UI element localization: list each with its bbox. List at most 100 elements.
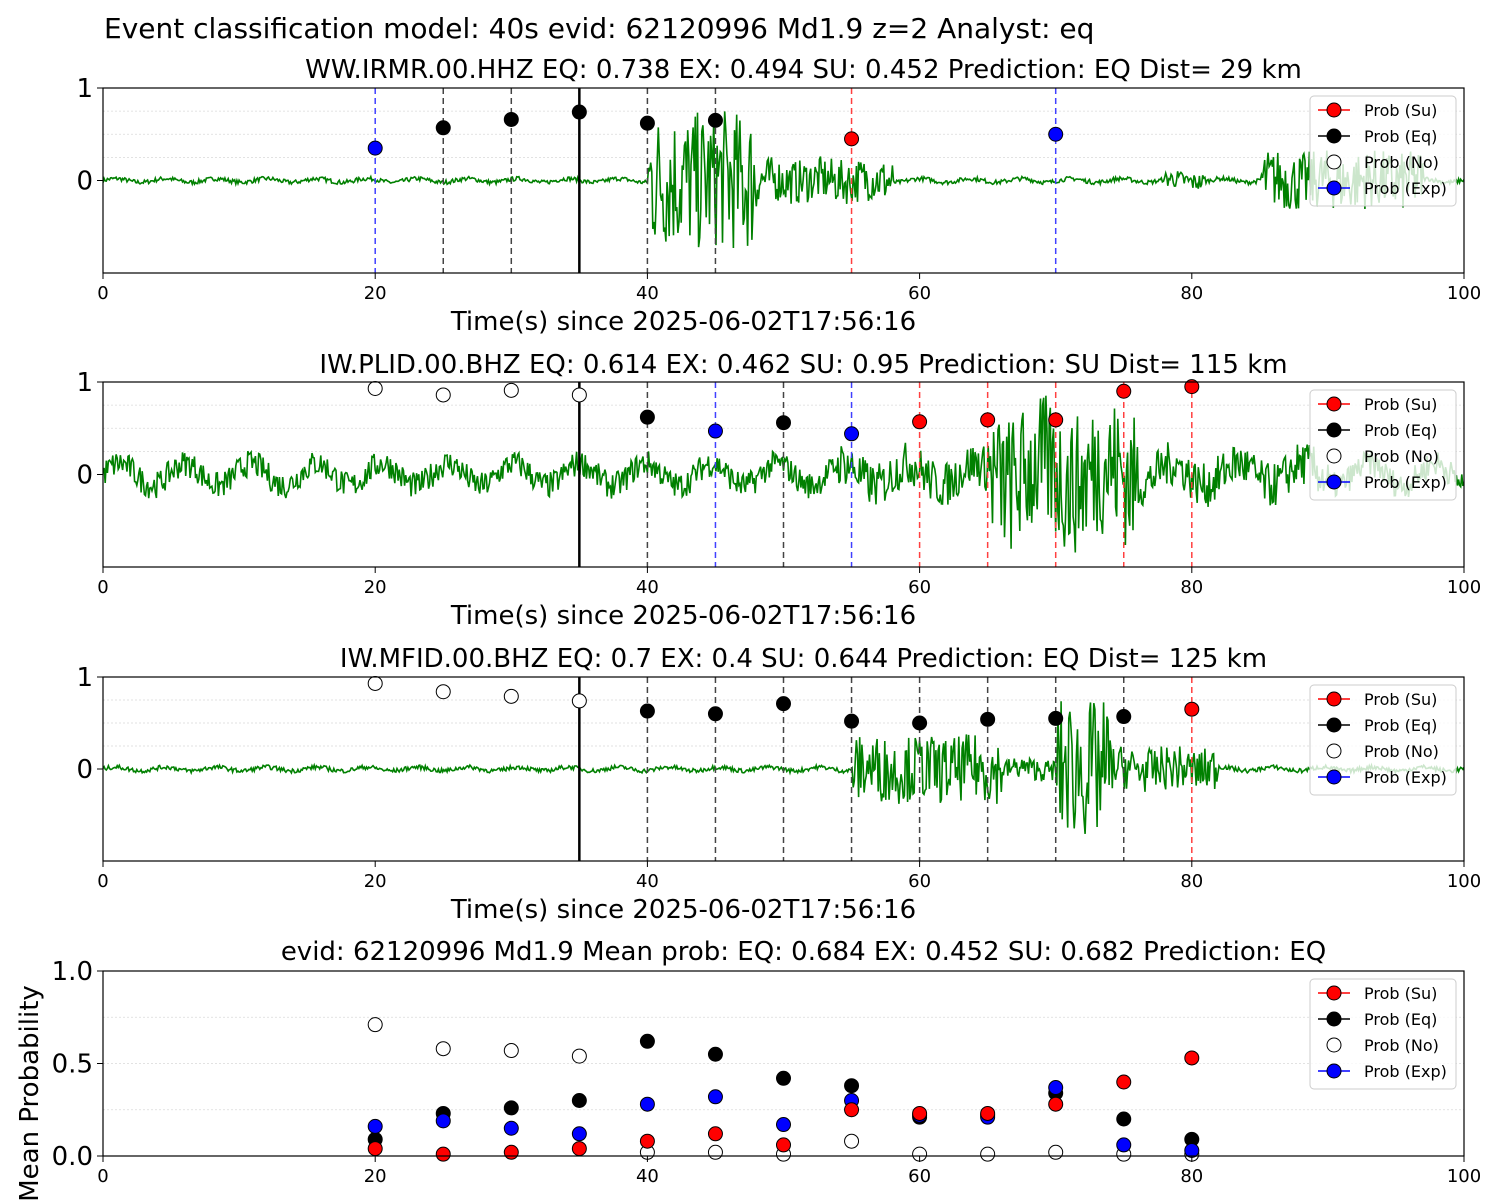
x-tick-label: 0 [97,871,108,892]
prob-point-su [912,414,928,430]
legend-marker-no [1326,1037,1342,1053]
panel-mean-probability: 0 20 40 60 80 100 0.0 0.5 1.0 evid: 62120996 Md1.… [15,937,1481,1200]
x-tick-label: 40 [636,577,659,598]
legend-label: Prob (Eq) [1364,421,1437,440]
y-tick-label: 0.5 [52,1050,93,1080]
legend-box [1309,389,1457,501]
x-tick-label: 40 [636,283,659,304]
mean-point-su [367,1141,383,1157]
prob-point-eq [435,120,451,136]
legend-marker-su [1326,691,1342,707]
prob-point-eq [980,711,996,727]
legend-label: Prob (Eq) [1364,1010,1437,1029]
mean-point-no [571,1048,587,1064]
legend-marker-su [1326,102,1342,118]
prob-point-eq [503,111,519,127]
x-tick-label: 40 [636,871,659,892]
prob-point-exp [707,423,723,439]
y-tick-label: 1 [76,74,93,104]
legend-marker-eq [1326,128,1342,144]
page-title: Event classification model: 40s evid: 62… [104,12,1095,45]
legend-label: Prob (Su) [1364,984,1437,1003]
x-tick-label: 0 [97,577,108,598]
x-tick-label: 20 [364,1166,387,1187]
x-tick-label: 100 [1447,577,1481,598]
prob-point-exp [367,140,383,156]
x-tick-label: 20 [364,283,387,304]
y-axis-label: Mean Probability [15,985,45,1200]
x-tick-label: 80 [1180,1166,1203,1187]
mean-point-no [367,1017,383,1033]
mean-point-eq [503,1100,519,1116]
prob-point-no [435,387,451,403]
prob-point-eq [639,115,655,131]
y-tick-label: 0 [76,167,93,197]
legend: Prob (Su) Prob (Eq) Prob (No) Prob (Exp) [1309,684,1457,796]
legend-marker-exp [1326,1063,1342,1079]
x-tick-label: 0 [97,283,108,304]
legend-label: Prob (No) [1364,153,1439,172]
prob-point-exp [844,426,860,442]
prob-point-eq [639,409,655,425]
panel-title: WW.IRMR.00.HHZ EQ: 0.738 EX: 0.494 SU: 0… [305,55,1302,85]
waveform-trace [103,395,1464,553]
mean-point-su [1184,1050,1200,1066]
panel-irmr: 0 20 40 60 80 100 0 1 WW.IRMR.00.HHZ EQ: 0.738 E… [76,55,1481,337]
prob-point-eq [1048,710,1064,726]
legend-marker-su [1326,396,1342,412]
prob-point-no [571,387,587,403]
prob-point-no [367,675,383,691]
y-tick-label: 0 [76,755,93,785]
legend-label: Prob (Exp) [1364,473,1447,492]
prob-point-no [367,380,383,396]
legend-box [1309,978,1457,1090]
legend-label: Prob (Su) [1364,690,1437,709]
prob-point-exp [1048,126,1064,142]
x-tick-label: 60 [908,283,931,304]
legend-marker-exp [1326,474,1342,490]
mean-point-su [844,1102,860,1118]
mean-point-exp [776,1117,791,1133]
legend-label: Prob (Exp) [1364,768,1447,787]
mean-point-exp [1116,1137,1132,1153]
panel-mfid: 0 20 40 60 80 100 0 1 IW.MFID.00.BHZ EQ: 0.7 EX:… [76,644,1481,925]
x-tick-label: 80 [1180,577,1203,598]
y-tick-label: 0 [76,461,93,491]
y-tick-label: 1.0 [52,957,93,987]
legend-box [1309,95,1457,207]
x-tick-label: 60 [908,871,931,892]
prob-point-eq [776,415,791,431]
prob-point-eq [776,696,791,712]
mean-point-su [776,1137,791,1153]
mean-point-exp [571,1126,587,1142]
legend: Prob (Su) Prob (Eq) Prob (No) Prob (Exp) [1309,389,1457,501]
mean-point-exp [1184,1142,1200,1158]
legend-label: Prob (Eq) [1364,716,1437,735]
legend-label: Prob (Su) [1364,101,1437,120]
y-tick-label: 1 [76,368,93,398]
mean-point-su [571,1141,587,1157]
legend-marker-no [1326,743,1342,759]
prob-point-eq [912,715,928,731]
y-tick-label: 1 [76,663,93,693]
mean-point-su [639,1133,655,1149]
x-tick-label: 20 [364,871,387,892]
x-axis-label: Time(s) since 2025-06-02T17:56:16 [450,307,916,337]
legend-marker-eq [1326,717,1342,733]
mean-point-no [707,1144,723,1160]
x-tick-label: 100 [1447,871,1481,892]
legend-marker-eq [1326,422,1342,438]
mean-point-su [503,1144,519,1160]
prob-point-su [1184,701,1200,717]
mean-point-su [1116,1074,1132,1090]
mean-point-eq [1116,1111,1132,1127]
y-tick-label: 0.0 [52,1142,93,1172]
mean-point-no [1048,1144,1064,1160]
mean-point-eq [639,1033,655,1049]
panel-title: IW.MFID.00.BHZ EQ: 0.7 EX: 0.4 SU: 0.644… [340,644,1267,674]
x-tick-label: 20 [364,577,387,598]
prob-point-su [844,131,860,147]
mean-point-eq [571,1093,587,1108]
mean-point-exp [639,1096,655,1112]
